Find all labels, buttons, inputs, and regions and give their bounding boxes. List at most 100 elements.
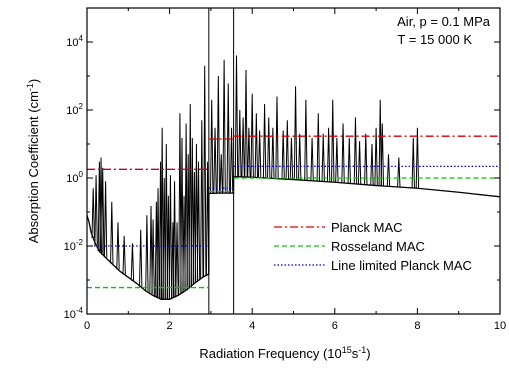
spectral-line: [122, 235, 126, 275]
x-tick-label: 10: [494, 320, 506, 332]
spectral-line: [321, 133, 325, 182]
x-tick-label: 8: [414, 320, 420, 332]
spectral-line: [374, 127, 378, 186]
spectral-line: [262, 104, 267, 178]
spectral-line: [138, 229, 143, 287]
spectral-line: [353, 117, 358, 184]
data-layer: [87, 8, 500, 314]
spectral-line: [380, 123, 384, 186]
y-tick-exp: 0: [79, 170, 84, 179]
spectral-line: [281, 130, 285, 179]
y-tick-exp: 4: [79, 34, 84, 43]
y-axis-title-exp: -1: [25, 83, 35, 91]
spectral-line: [254, 113, 259, 178]
spectral-line: [364, 133, 368, 185]
spectral-line: [210, 99, 214, 194]
spectral-line: [229, 127, 234, 194]
spectral-line: [145, 215, 149, 292]
y-tick-exp: -4: [76, 306, 84, 315]
legend-label: Planck MAC: [331, 220, 403, 235]
spectral-line: [216, 75, 221, 194]
spectral-line: [94, 175, 98, 245]
y-tick-label: 10-2: [64, 238, 84, 253]
spectral-line: [213, 127, 217, 194]
spectral-line: [297, 133, 302, 180]
spectral-line: [188, 104, 192, 287]
y-tick-base: 10: [66, 173, 78, 185]
spectral-line: [411, 138, 415, 188]
spectral-line: [130, 243, 135, 281]
x-tick-label: 2: [167, 320, 173, 332]
spectral-line: [149, 206, 153, 295]
spectral-line: [347, 137, 351, 184]
spectral-line: [386, 154, 391, 187]
x-tick-label: 0: [84, 320, 90, 332]
spectral-line: [156, 188, 160, 298]
spectral-line: [164, 143, 168, 300]
spectral-line: [222, 59, 226, 194]
spectral-line: [289, 137, 294, 180]
spectral-line: [397, 157, 401, 188]
x-axis-title: Radiation Frequency (1015s-1): [199, 345, 370, 361]
spectral-line: [241, 117, 245, 177]
x-tick-label: 6: [332, 320, 338, 332]
spectral-line: [247, 127, 251, 178]
legend: Planck MAC Rosseland MAC Line limited Plan…: [274, 220, 472, 273]
spectral-line: [226, 83, 230, 194]
y-tick-label: 100: [66, 170, 83, 185]
x-axis-title-exp2: -1: [358, 345, 366, 355]
spectral-line: [196, 161, 201, 281]
spectral-line: [316, 113, 320, 182]
y-axis-title-main: Absorption Coefficient (cm: [26, 91, 41, 243]
y-axis-title: Absorption Coefficient (cm-1): [25, 79, 41, 244]
spectral-line: [103, 181, 108, 258]
spectral-line: [168, 175, 173, 299]
y-tick-base: 10: [64, 309, 76, 321]
spectral-line: [341, 123, 345, 183]
spectral-line: [160, 127, 164, 300]
spectral-line: [203, 65, 207, 277]
spectral-line: [357, 141, 362, 185]
spectral-line: [200, 120, 204, 278]
ticks-layer: [86, 7, 501, 315]
spectral-line: [331, 99, 335, 183]
x-tick-label: 4: [249, 320, 255, 332]
spectral-line: [175, 222, 179, 296]
spectral-line: [238, 109, 242, 177]
spectral-line: [335, 137, 339, 183]
spectral-line: [285, 120, 290, 180]
y-tick-base: 10: [66, 37, 78, 49]
y-tick-label: 104: [66, 34, 83, 49]
spectral-line: [415, 127, 420, 189]
spectral-line: [180, 138, 184, 293]
y-tick-label: 102: [66, 102, 83, 117]
spectral-line: [151, 219, 155, 296]
spectral-line: [275, 96, 279, 179]
spectral-line: [100, 167, 105, 255]
spectral-line: [184, 123, 188, 291]
spectral-line: [370, 143, 374, 186]
annotation-line1: Air, p = 0.1 MPa: [397, 14, 491, 29]
spectral-line: [190, 138, 195, 286]
y-tick-base: 10: [64, 241, 76, 253]
annotation-line2: T = 15 000 K: [397, 32, 472, 47]
spectral-line: [267, 117, 271, 179]
x-axis-title-exp1: 15: [342, 345, 352, 355]
spectral-line: [250, 93, 254, 178]
spectral-line: [304, 99, 308, 181]
spectral-line: [194, 143, 199, 282]
legend-label: Line limited Planck MAC: [331, 258, 472, 273]
x-axis-title-end: ): [366, 346, 370, 361]
x-axis-title-mid: s: [352, 346, 359, 361]
spectral-line: [178, 113, 182, 295]
spectral-line: [116, 222, 120, 270]
spectral-line: [91, 188, 95, 238]
spectral-line: [219, 154, 223, 194]
spectral-line: [271, 127, 275, 179]
x-tick-labels: 0 2 4 6 8 10: [84, 320, 506, 332]
spectral-line: [172, 181, 177, 298]
legend-label: Rosseland MAC: [331, 239, 425, 254]
spectral-line: [378, 99, 382, 186]
y-axis-title-end: ): [26, 79, 41, 83]
